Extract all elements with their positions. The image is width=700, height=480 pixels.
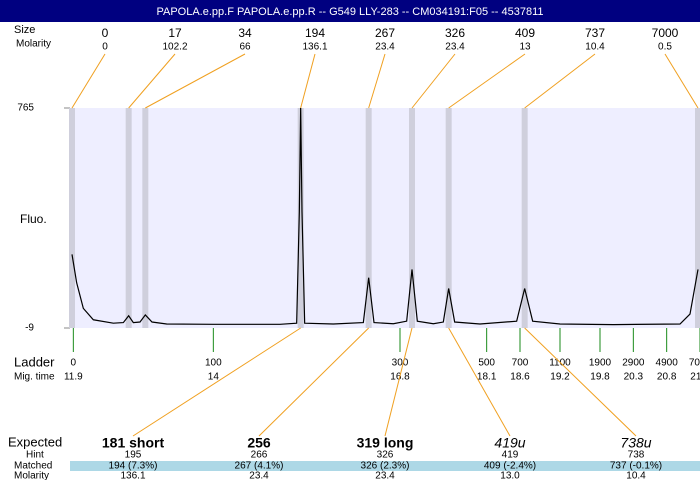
expected-molarity: 23.4	[249, 471, 269, 480]
marker-molarity: 10.4	[585, 42, 605, 53]
expected-name: 419u	[494, 435, 525, 451]
ladder-time: 21.3	[690, 372, 700, 383]
marker-size: 194	[305, 26, 325, 40]
size-label: Size	[14, 24, 35, 36]
matched-band	[70, 461, 700, 471]
marker-band	[69, 108, 75, 328]
marker-link	[128, 53, 176, 109]
marker-band	[297, 108, 304, 328]
ladder-size: 100	[205, 358, 222, 369]
marker-molarity: 0	[102, 42, 108, 53]
matched-label: Matched	[14, 461, 52, 472]
marker-link	[71, 53, 106, 109]
ladder-size: 0	[71, 358, 77, 369]
expected-molarity: 13.0	[500, 471, 520, 480]
ladder-time: 18.6	[510, 372, 530, 383]
ladder-size: 700	[512, 358, 529, 369]
hint: 195	[125, 450, 142, 461]
marker-link	[524, 53, 596, 109]
marker-band	[142, 108, 149, 328]
hint: 266	[251, 450, 268, 461]
ladder-time: 20.8	[657, 372, 677, 383]
mig-time-label: Mig. time	[14, 372, 55, 383]
ladder-label: Ladder	[14, 354, 55, 369]
expected-name: 319 long	[357, 435, 414, 451]
expected-link	[384, 327, 413, 437]
marker-band	[125, 108, 132, 328]
expected-molarity: 23.4	[375, 471, 395, 480]
ladder-size: 7000	[689, 358, 700, 369]
marker-band	[521, 108, 528, 328]
marker-link	[411, 53, 456, 109]
ladder-size: 300	[392, 358, 409, 369]
ladder-time: 20.3	[624, 372, 644, 383]
expected-link	[448, 327, 511, 437]
y-label: Fluo.	[20, 212, 47, 226]
marker-molarity: 102.2	[162, 42, 187, 53]
marker-link	[448, 53, 526, 109]
ladder-size: 4900	[656, 358, 679, 369]
ladder-time: 14	[208, 372, 220, 383]
marker-molarity: 13	[519, 42, 531, 53]
ladder-time: 19.8	[590, 372, 610, 383]
marker-molarity: 0.5	[658, 42, 672, 53]
marker-band	[365, 108, 372, 328]
hint: 738	[628, 450, 645, 461]
marker-size: 0	[102, 26, 109, 40]
expected-link	[258, 327, 370, 437]
y-tick-label: -9	[25, 323, 34, 334]
hint: 419	[502, 450, 519, 461]
marker-band	[695, 108, 700, 328]
marker-size: 326	[445, 26, 465, 40]
marker-link	[145, 53, 246, 109]
marker-size: 7000	[652, 26, 679, 40]
y-tick-label: 765	[17, 103, 34, 114]
matched: 194 (7.3%)	[109, 461, 158, 472]
marker-size: 17	[168, 26, 182, 40]
ladder-time: 18.1	[477, 372, 497, 383]
trace	[71, 107, 699, 326]
title-bar	[0, 0, 700, 22]
matched: 326 (2.3%)	[361, 461, 410, 472]
marker-band	[445, 108, 452, 328]
marker-molarity: 23.4	[445, 42, 465, 53]
matched: 409 (-2.4%)	[484, 461, 536, 472]
ladder-time: 19.2	[550, 372, 570, 383]
matched: 737 (-0.1%)	[610, 461, 662, 472]
matched: 267 (4.1%)	[235, 461, 284, 472]
expected-name: 181 short	[102, 435, 165, 451]
marker-molarity: 66	[239, 42, 251, 53]
ladder-time: 11.9	[64, 372, 83, 383]
ladder-size: 1900	[589, 358, 612, 369]
molarity-label: Molarity	[16, 39, 51, 50]
expected-molarity-label: Molarity	[14, 471, 49, 480]
ladder-size: 2900	[622, 358, 645, 369]
title: PAPOLA.e.pp.F PAPOLA.e.pp.R -- G549 LLY-…	[156, 6, 543, 18]
hint: 326	[377, 450, 394, 461]
expected-link	[132, 327, 301, 437]
expected-molarity: 10.4	[626, 471, 646, 480]
expected-link	[524, 327, 637, 437]
expected-molarity: 136.1	[120, 471, 145, 480]
marker-size: 267	[375, 26, 395, 40]
marker-size: 737	[585, 26, 605, 40]
marker-link	[664, 53, 699, 109]
plot-area	[70, 108, 700, 328]
marker-link	[300, 53, 316, 109]
expected-name: 738u	[620, 435, 651, 451]
expected-label: Expected	[8, 434, 62, 449]
expected-name: 256	[247, 435, 271, 451]
marker-band	[409, 108, 415, 328]
marker-molarity: 136.1	[302, 42, 327, 53]
marker-size: 409	[515, 26, 535, 40]
hint-label: Hint	[26, 450, 44, 461]
marker-link	[368, 53, 386, 109]
ladder-size: 500	[478, 358, 495, 369]
marker-molarity: 23.4	[375, 42, 395, 53]
marker-size: 34	[238, 26, 252, 40]
